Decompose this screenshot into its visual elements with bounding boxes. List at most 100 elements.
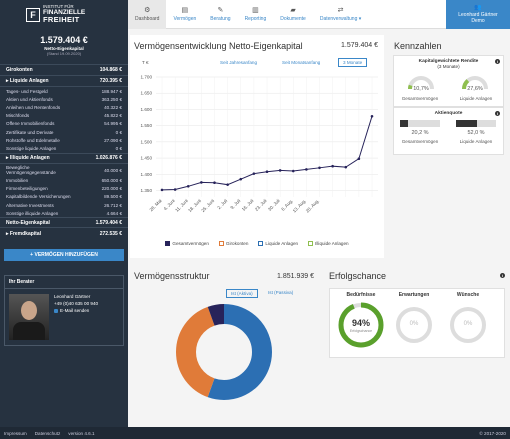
footer-datenschutz[interactable]: Datenschutz — [34, 430, 61, 436]
data-point[interactable] — [344, 165, 348, 169]
sidebar-subitem[interactable]: Bewegliche Vermögensgegenstände 40.000 € — [0, 164, 128, 177]
sidebar-subitem[interactable]: Alternative Investments 26.712 € — [0, 201, 128, 209]
sidebar-subitem[interactable]: Offene Immobilienfonds 54.995 € — [0, 120, 128, 128]
btn-ist-aktiva[interactable]: Ist (Aktiva) — [226, 289, 258, 298]
sidebar-subitem[interactable]: Kapitalbildende Versicherungen 89.500 € — [0, 193, 128, 201]
data-point[interactable] — [252, 172, 256, 175]
legend-gesamt[interactable]: Gesamtvermögen — [165, 241, 209, 246]
sidebar-subitem[interactable]: Sonstige illiquide Anlagen 4.664 € — [0, 209, 128, 217]
sidebar-subitem[interactable]: Tages- und Festgeld 188.947 € — [0, 87, 128, 95]
footer-impressum[interactable]: Impressum — [4, 430, 27, 436]
sidebar-subitem[interactable]: Firmenbeteiligungen 220.000 € — [0, 185, 128, 193]
data-point[interactable] — [226, 183, 229, 186]
nav-beratung[interactable]: ✎ Beratung — [203, 0, 237, 29]
data-point[interactable] — [357, 157, 361, 161]
sidebar-item-illiquide[interactable]: ▸ Illiquide Anlagen 1.026.876 € — [0, 152, 128, 164]
row-value: 4.664 € — [106, 210, 122, 216]
legend-label: Girokonten — [225, 241, 249, 246]
data-point[interactable] — [370, 114, 374, 118]
data-point[interactable] — [305, 168, 308, 171]
nav-vermoegen[interactable]: ▤ Vermögen — [166, 0, 203, 29]
btn-seit-monatsanfang[interactable]: Seit Monatsanfang — [282, 60, 321, 65]
nav-reporting[interactable]: ▥ Reporting — [238, 0, 274, 29]
data-point[interactable] — [186, 184, 190, 188]
row-value: 1.579.404 € — [95, 219, 122, 226]
advisor-phone[interactable]: +49 (0)40 635 00 940 — [54, 301, 99, 307]
sidebar-item-girokonten[interactable]: Girokonten 104.868 € — [0, 65, 128, 76]
row-label: Offene Immobilienfonds — [6, 121, 55, 127]
dashboard-icon: ⚙ — [144, 7, 151, 14]
legend-swatch — [165, 241, 171, 246]
row-value: 363.250 € — [101, 96, 122, 102]
sidebar-subitem[interactable]: Anleihen und Rentenfonds 40.322 € — [0, 103, 128, 111]
sidebar-subitem[interactable]: Aktien und Aktienfonds 363.250 € — [0, 95, 128, 103]
data-point[interactable] — [278, 169, 282, 172]
legend-label: Liquide Anlagen — [265, 241, 299, 246]
legend-liquide[interactable]: Liquide Anlagen — [258, 241, 298, 246]
ring-track — [396, 307, 432, 343]
data-point[interactable] — [239, 177, 243, 181]
row-label: Immobilien — [6, 178, 29, 184]
nav-dokumente[interactable]: ▰ Dokumente — [273, 0, 313, 29]
data-point[interactable] — [331, 164, 334, 168]
sidebar-subitem[interactable]: Mischfonds 45.822 € — [0, 112, 128, 120]
btn-ist-passiva[interactable]: Ist (Passiva) — [268, 290, 294, 295]
sidebar-item-liquide[interactable]: ▸ Liquide Anlagen 720.395 € — [0, 76, 128, 87]
footer: Impressum Datenschutz version 4.6.1 © 20… — [0, 427, 510, 439]
btn-3-monate[interactable]: 3 Monate — [338, 58, 368, 67]
data-point[interactable] — [213, 181, 216, 185]
erfolg-value-erwartungen: 0% — [409, 321, 419, 327]
data-point[interactable] — [173, 188, 177, 191]
avatar-body — [13, 322, 45, 341]
data-point[interactable] — [160, 188, 164, 192]
sidebar-subitem[interactable]: Rohstoffe und Edelmetalle 27.090 € — [0, 136, 128, 144]
net-worth-label: Netto-Eigenkapital — [44, 46, 84, 51]
legend-girokonten[interactable]: Girokonten — [218, 241, 249, 246]
development-line-chart: 1.350 1.400 1.450 1.500 1.550 1.600 1.650 1.700… — [141, 75, 378, 214]
legend-swatch — [218, 241, 224, 246]
x-tick-label: 28. Mai — [149, 198, 163, 212]
row-label: Mischfonds — [6, 113, 30, 119]
aktien-liquide-value: 52,0 % — [467, 130, 485, 136]
advisor-mail-link[interactable]: E-Mail senden — [54, 308, 98, 315]
donut-slice[interactable] — [176, 304, 272, 400]
sidebar-item-netto[interactable]: Netto-Eigenkapital 1.579.404 € — [0, 217, 128, 229]
info-icon[interactable]: i — [495, 111, 500, 116]
erfolg-title: Erfolgschance — [329, 271, 387, 281]
data-point[interactable] — [265, 170, 269, 174]
nav-label: Dokumente — [280, 16, 306, 22]
data-point[interactable] — [200, 181, 203, 184]
add-asset-button[interactable]: + VERMÖGEN HINZUFÜGEN — [4, 249, 124, 262]
row-value: 104.868 € — [99, 67, 122, 73]
nav-datenverwaltung[interactable]: ⇄ Datenverwaltung ▾ — [313, 0, 368, 29]
sidebar-subitem[interactable]: Sonstige liquide Anlagen 0 € — [0, 144, 128, 152]
info-icon[interactable]: i — [495, 59, 500, 64]
y-tick-label: 1.600 — [141, 107, 153, 112]
nav-dashboard[interactable]: ⚙ Dashboard — [128, 0, 167, 29]
aktien-gesamt-fill — [400, 120, 409, 127]
footer-copyright: © 2017-2020 — [479, 430, 506, 436]
gauge-fill — [408, 84, 413, 90]
legend-illiquide[interactable]: Illiquide Anlagen — [308, 241, 349, 246]
sidebar-subitem[interactable]: Zertifikate und Derivate 0 € — [0, 128, 128, 136]
erfolg-value-beduerfnisse: 94% — [351, 318, 370, 328]
btn-seit-jahresanfang[interactable]: Seit Jahresanfang — [220, 60, 258, 65]
row-label: Netto-Eigenkapital — [6, 219, 50, 226]
footer-version: version 4.6.1 — [68, 430, 95, 436]
struktur-value: 1.851.939 € — [277, 273, 314, 280]
y-tick-label: 1.450 — [141, 156, 153, 161]
donut-slice[interactable] — [176, 304, 272, 400]
user-menu[interactable]: 👥 Leonhard Gärtner Demo — [446, 0, 510, 29]
sidebar-subitem[interactable]: Immobilien 650.000 € — [0, 177, 128, 185]
nav-label: Datenverwaltung ▾ — [319, 16, 362, 22]
top-bar: F INSTITUT FÜR FINANZIELLE FREIHEIT ⚙ Da… — [0, 0, 510, 29]
rendite-liquide-gauge — [462, 76, 488, 90]
sidebar-item-fremdkapital[interactable]: ▸ Fremdkapital 272.535 € — [0, 228, 128, 239]
erfolg-label-beduerfnisse: Bedürfnisse — [346, 292, 376, 298]
data-point[interactable] — [318, 166, 321, 170]
nav-label: Reporting — [244, 16, 267, 22]
logo[interactable]: F INSTITUT FÜR FINANZIELLE FREIHEIT — [0, 0, 128, 29]
data-point[interactable] — [291, 169, 295, 173]
struktur-panel: Vermögensstruktur 1.851.939 € Ist (Aktiv… — [130, 266, 320, 424]
info-icon[interactable]: i — [500, 273, 505, 278]
